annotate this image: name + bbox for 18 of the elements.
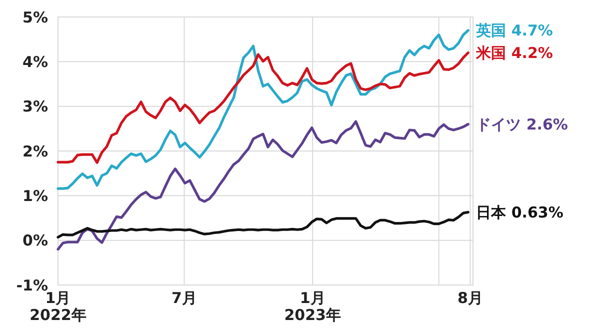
- y-tick-label: 5%: [22, 8, 48, 26]
- y-tick-label: 3%: [22, 98, 48, 116]
- y-tick-label: 2%: [22, 142, 48, 160]
- text: 日本 0.63%: [476, 203, 564, 222]
- line-series: [56, 120, 470, 251]
- text: 英国 4.7%: [476, 22, 553, 40]
- text: 米国 4.2%: [476, 44, 553, 62]
- x-tick-label: 8月: [457, 289, 483, 307]
- text: ドイツ 2.6%: [476, 115, 568, 134]
- x-tick-label: 7月: [172, 289, 197, 307]
- y-tick-label: 4%: [22, 52, 48, 71]
- line-series: [56, 29, 470, 190]
- line-series: [56, 51, 470, 164]
- x-tick-label: 1月 2023年: [284, 289, 341, 324]
- line-series: [56, 210, 470, 239]
- y-tick-label: 1%: [22, 186, 48, 205]
- y-tick-label: -1%: [16, 276, 48, 294]
- y-tick-label: 0%: [22, 232, 48, 250]
